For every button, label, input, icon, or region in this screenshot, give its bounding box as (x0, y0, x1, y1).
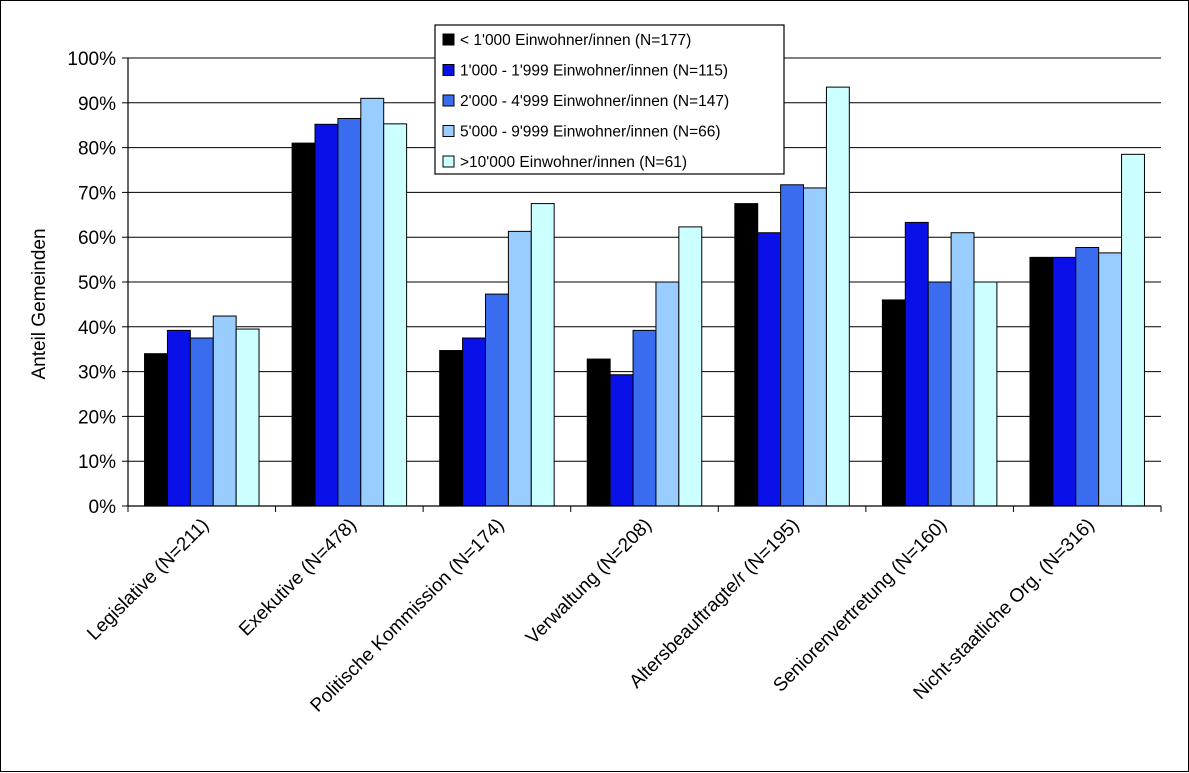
bar (462, 337, 486, 507)
legend-label: >10'000 Einwohner/innen (N=61) (460, 154, 687, 171)
category-label: Seniorenvertretung (N=160) (769, 515, 951, 697)
bar (825, 86, 850, 507)
bar (757, 232, 782, 507)
legend-label: < 1'000 Einwohner/innen (N=177) (460, 32, 691, 49)
bar (973, 281, 998, 507)
legend-swatch (442, 155, 455, 168)
bar (360, 97, 385, 507)
y-tick-label: 80% (78, 139, 116, 160)
bar (1029, 256, 1054, 507)
bar (484, 293, 509, 507)
legend-swatch (442, 33, 455, 46)
bar (609, 374, 634, 507)
y-tick-label: 40% (78, 318, 116, 339)
bar (950, 232, 975, 507)
bar (881, 299, 906, 507)
y-tick-label: 60% (78, 228, 116, 249)
bar (586, 358, 611, 507)
bar (291, 142, 316, 507)
bar (1098, 252, 1123, 507)
y-tick-label: 70% (78, 183, 116, 204)
legend-box (434, 24, 785, 175)
bars (144, 86, 1145, 507)
axes (127, 58, 1162, 512)
y-axis-title: Anteil Gemeinden (29, 228, 50, 379)
bar (1052, 256, 1077, 507)
bar (927, 281, 952, 507)
category-labels: Legislative (N=211) Exekutive (N=478)Poli… (83, 515, 1098, 717)
bar (166, 329, 191, 507)
y-tick-label: 90% (78, 94, 116, 115)
y-tick-label: 20% (78, 407, 116, 428)
legend-label: 1'000 - 1'999 Einwohner/innen (N=115) (460, 63, 728, 80)
legend-label: 2'000 - 4'999 Einwohner/innen (N=147) (460, 93, 729, 110)
category-label: Exekutive (N=478) (235, 515, 361, 641)
bar (530, 203, 555, 507)
bar (235, 328, 260, 507)
legend-label: 5'000 - 9'999 Einwohner/innen (N=66) (460, 124, 721, 141)
y-tick-label: 0% (89, 497, 117, 518)
legend-swatch (442, 125, 455, 137)
bar (439, 350, 464, 507)
bar (507, 230, 532, 507)
bar (904, 221, 929, 507)
bar (803, 187, 827, 507)
category-label: Nicht-staatliche Org. (N=316) (910, 515, 1099, 704)
category-label: Legislative (N=211) (83, 515, 213, 645)
bar (212, 315, 237, 507)
bar (144, 353, 168, 507)
y-tick-label: 30% (78, 363, 116, 384)
y-tick-labels: 0% 10% 20% 30% 40% 50% 60% 70% 80% 90% 100% (67, 49, 116, 518)
bar (314, 123, 339, 507)
category-label: Altersbeauftragte/r (N=195) (626, 515, 804, 693)
bar (632, 329, 657, 507)
bar (678, 226, 703, 507)
bar (655, 281, 680, 507)
bar (189, 337, 214, 507)
legend: < 1'000 Einwohner/innen (N=177) 1'000 - 1… (434, 24, 785, 175)
category-label: Verwaltung (N=208) (522, 515, 656, 649)
bar (1075, 247, 1100, 507)
bar (383, 123, 408, 507)
bar (1121, 153, 1145, 507)
bar (734, 203, 759, 507)
bar (337, 117, 362, 507)
bar (780, 184, 805, 507)
y-tick-label: 50% (78, 273, 116, 294)
legend-swatch (442, 64, 455, 76)
legend-swatch (442, 94, 455, 107)
y-tick-label: 10% (78, 452, 116, 473)
y-tick-label: 100% (67, 49, 116, 70)
